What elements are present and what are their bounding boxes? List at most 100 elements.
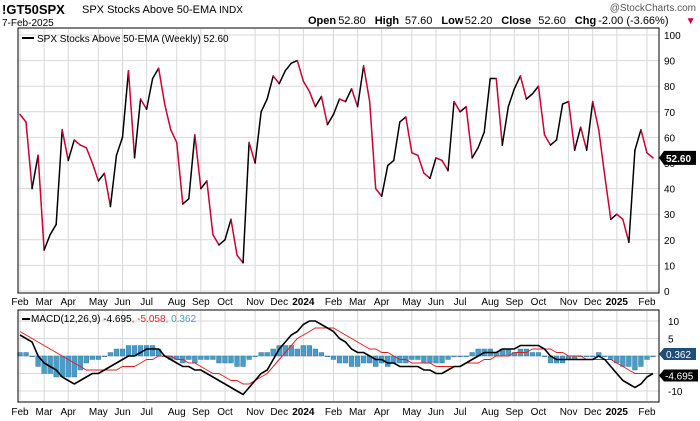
chart-exchange: INDX bbox=[219, 5, 243, 16]
breadth-segment bbox=[326, 113, 335, 126]
ohlc-value-chg: -2.00 (-3.66%) bbox=[598, 15, 668, 27]
breadth-segment bbox=[266, 75, 274, 100]
macd-histogram-bar bbox=[324, 355, 331, 358]
macd-histogram-bar bbox=[125, 345, 132, 357]
main-panel-frame bbox=[17, 27, 660, 294]
macd-value-badge-text: -4.695 bbox=[665, 372, 694, 383]
last-value-badge-text: 52.60 bbox=[666, 154, 691, 165]
breadth-segment bbox=[471, 146, 479, 159]
breadth-segment bbox=[368, 100, 377, 190]
breadth-segment bbox=[248, 141, 256, 164]
breadth-segment bbox=[622, 218, 630, 244]
breadth-segment bbox=[242, 141, 250, 264]
breadth-segment bbox=[314, 95, 323, 108]
breadth-segment bbox=[236, 254, 244, 264]
breadth-segment bbox=[616, 213, 624, 221]
breadth-segment bbox=[477, 131, 485, 149]
breadth-segment bbox=[206, 180, 214, 236]
breadth-segment bbox=[549, 139, 558, 146]
macd-x-tick-label: Aug bbox=[168, 407, 186, 418]
main-x-tick-label: Aug bbox=[481, 297, 499, 308]
breadth-segment bbox=[115, 136, 124, 157]
main-x-tick-label: Apr bbox=[374, 297, 390, 308]
breadth-segment bbox=[495, 77, 504, 146]
macd-x-axis: Feb Mar Apr May Jun Jul Aug Sep Oct Nov Dec 2024 Feb… bbox=[11, 407, 656, 418]
breadth-segment bbox=[356, 64, 365, 108]
breadth-segment bbox=[591, 100, 600, 131]
breadth-segment bbox=[362, 64, 371, 103]
macd-histogram-bar bbox=[77, 355, 83, 371]
chart-symbol: !GT50SPX bbox=[2, 2, 65, 17]
breadth-segment bbox=[344, 88, 353, 103]
main-legend-text: SPX Stocks Above 50-EMA (Weekly) 52.60 bbox=[37, 34, 229, 45]
macd-histogram-bar bbox=[252, 355, 258, 358]
macd-histogram-bar bbox=[608, 355, 614, 360]
macd-histogram-bar bbox=[529, 352, 536, 357]
breadth-segment bbox=[501, 105, 510, 146]
main-y-tick-label: 60 bbox=[664, 133, 676, 144]
breadth-segment bbox=[121, 70, 130, 139]
breadth-segment bbox=[37, 154, 45, 251]
breadth-segment bbox=[73, 139, 82, 146]
macd-histogram-bar bbox=[186, 355, 192, 360]
macd-histogram-bar bbox=[318, 352, 325, 357]
macd-histogram-bar bbox=[541, 355, 548, 358]
breadth-segment bbox=[640, 128, 648, 154]
macd-histogram-bar bbox=[427, 355, 433, 364]
main-x-tick-label: Jul bbox=[454, 297, 467, 308]
macd-x-tick-label: Oct bbox=[217, 407, 233, 418]
breadth-segment bbox=[447, 100, 455, 172]
macd-histogram-bar bbox=[330, 355, 337, 360]
macd-histogram-bar bbox=[101, 355, 108, 358]
macd-x-tick-label: Feb bbox=[325, 407, 343, 418]
macd-histogram-bar bbox=[463, 355, 469, 358]
breadth-segment bbox=[218, 239, 226, 246]
macd-histogram-bar bbox=[216, 355, 222, 364]
main-x-tick-label: Feb bbox=[11, 297, 29, 308]
breadth-segment bbox=[507, 88, 516, 108]
breadth-segment bbox=[435, 157, 443, 162]
macd-histogram-bar bbox=[590, 355, 596, 358]
macd-histogram-bar bbox=[210, 355, 216, 360]
breadth-segment bbox=[61, 128, 69, 162]
macd-histogram-bar bbox=[409, 355, 415, 360]
macd-y-tick-label: 5 bbox=[668, 335, 674, 346]
breadth-segment bbox=[646, 152, 654, 159]
macd-histogram-bar bbox=[258, 352, 264, 357]
breadth-segment bbox=[278, 70, 287, 85]
macd-x-tick-label: Jun bbox=[428, 407, 444, 418]
macd-histogram-bar bbox=[192, 355, 198, 364]
breadth-segment bbox=[374, 187, 383, 198]
main-x-tick-label: Jun bbox=[428, 297, 444, 308]
macd-histogram-bar bbox=[445, 355, 451, 360]
breadth-segment bbox=[230, 218, 238, 256]
main-y-tick-label: 70 bbox=[664, 108, 676, 119]
breadth-segment bbox=[49, 223, 57, 236]
macd-histogram-bar bbox=[270, 348, 276, 357]
macd-x-tick-label: Sep bbox=[505, 407, 523, 418]
breadth-segment bbox=[525, 93, 534, 100]
ohlc-value-open: 52.80 bbox=[338, 15, 366, 27]
breadth-segment bbox=[103, 172, 112, 208]
main-x-tick-label: 2024 bbox=[292, 297, 315, 308]
breadth-segment bbox=[332, 98, 341, 116]
macd-histogram-bar bbox=[234, 355, 240, 367]
chart-date: 7-Feb-2025 bbox=[2, 18, 54, 29]
breadth-segment bbox=[194, 134, 202, 190]
macd-histogram-bar bbox=[535, 352, 542, 357]
macd-histogram-bar bbox=[23, 352, 29, 357]
main-x-tick-label: Dec bbox=[270, 297, 288, 308]
breadth-segment bbox=[610, 213, 618, 221]
breadth-segment bbox=[429, 157, 437, 180]
macd-x-tick-label: Jul bbox=[454, 407, 467, 418]
macd-histogram-bar bbox=[421, 355, 427, 364]
breadth-segment bbox=[290, 59, 299, 64]
breadth-segment bbox=[200, 180, 208, 190]
main-x-tick-label: 2025 bbox=[606, 297, 629, 308]
breadth-segment bbox=[19, 113, 27, 123]
macd-histogram-bar bbox=[89, 355, 95, 360]
breadth-segment bbox=[567, 100, 576, 151]
macd-x-tick-label: Dec bbox=[584, 407, 602, 418]
macd-histogram-bar bbox=[65, 355, 71, 378]
breadth-segment bbox=[423, 172, 431, 180]
